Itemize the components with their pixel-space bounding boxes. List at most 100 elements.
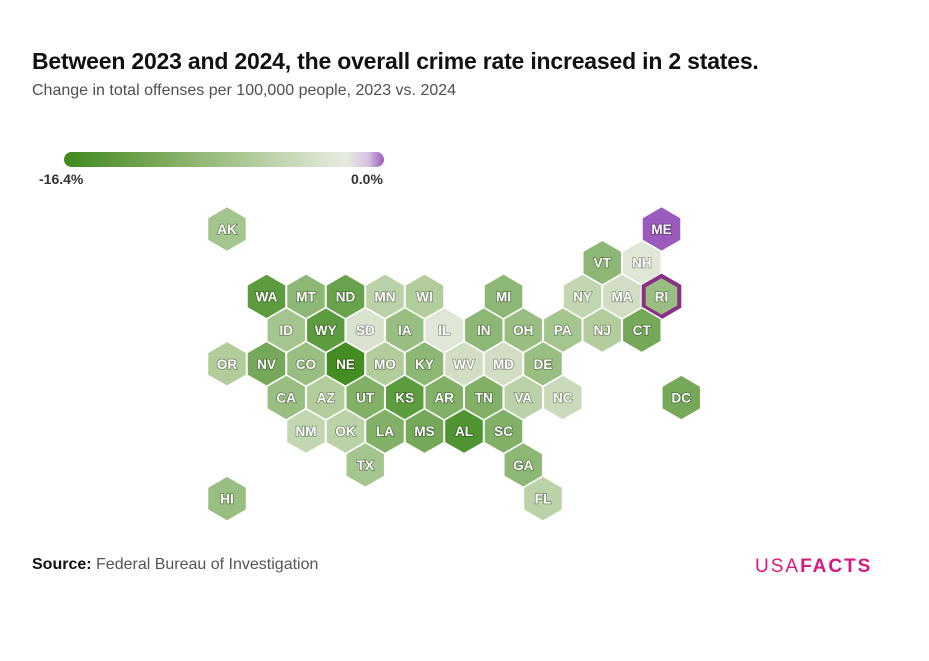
state-label: MD: [493, 357, 514, 372]
state-label: MO: [374, 357, 396, 372]
state-label: IL: [438, 323, 450, 338]
state-label: NJ: [594, 323, 611, 338]
state-hex-shape[interactable]: [345, 441, 386, 489]
state-label: TN: [475, 391, 493, 406]
logo-usa: USA: [755, 556, 801, 577]
state-label: VT: [594, 256, 612, 271]
state-label: MA: [612, 289, 633, 304]
state-hex-nh[interactable]: NH: [621, 239, 662, 287]
state-label: UT: [356, 391, 375, 406]
usafacts-logo: USAFACTS: [755, 556, 872, 578]
state-label: ME: [651, 222, 671, 237]
state-hex-shape[interactable]: [522, 475, 564, 522]
state-label: WI: [416, 289, 433, 304]
state-label: KS: [395, 391, 414, 406]
state-label: NY: [573, 289, 592, 304]
state-label: OK: [335, 424, 356, 439]
state-hex-fl[interactable]: FL: [522, 475, 564, 522]
state-label: IN: [477, 323, 491, 338]
state-label: RI: [655, 289, 669, 304]
color-legend-bar: [64, 152, 384, 167]
state-hex-wy[interactable]: WY: [305, 306, 346, 354]
state-hex-hi[interactable]: HI: [206, 475, 248, 522]
state-hex-wi[interactable]: WI: [404, 273, 445, 320]
state-label: AK: [217, 222, 237, 237]
source-note: Source: Federal Bureau of Investigation: [32, 556, 318, 574]
state-label: NE: [336, 357, 355, 372]
state-label: NC: [553, 391, 573, 406]
state-label: ND: [336, 289, 356, 304]
state-hex-mt[interactable]: MT: [285, 273, 327, 320]
state-label: NH: [632, 256, 652, 271]
state-label: CO: [296, 357, 316, 372]
state-hex-ak[interactable]: AK: [206, 205, 248, 253]
chart-subtitle: Change in total offenses per 100,000 peo…: [32, 82, 457, 99]
state-hex-ms[interactable]: MS: [404, 407, 445, 455]
state-label: GA: [513, 458, 534, 473]
state-label: WV: [453, 357, 475, 372]
state-label: MT: [296, 289, 316, 304]
state-hex-vt[interactable]: VT: [582, 239, 623, 287]
source-text: Federal Bureau of Investigation: [96, 556, 319, 573]
state-label: KY: [415, 357, 434, 372]
state-label: FL: [535, 492, 552, 507]
state-label: MN: [375, 289, 396, 304]
state-hex-shape[interactable]: [206, 205, 248, 253]
state-highlight-ring: [641, 273, 682, 320]
state-hex-la[interactable]: LA: [364, 407, 406, 455]
state-hex-shape[interactable]: [621, 306, 662, 354]
state-hex-dc[interactable]: DC: [661, 374, 702, 421]
legend-min-label: -16.4%: [39, 171, 84, 187]
state-hex-tx[interactable]: TX: [345, 441, 386, 489]
state-label: WA: [256, 289, 278, 304]
state-hex-ri[interactable]: RI: [641, 273, 682, 320]
state-hex-tn[interactable]: TN: [463, 374, 504, 421]
state-label: NV: [257, 357, 276, 372]
state-hex-mo[interactable]: MO: [364, 340, 406, 388]
state-label: LA: [376, 424, 394, 439]
source-prefix: Source:: [32, 556, 92, 573]
state-hex-mi[interactable]: MI: [483, 273, 524, 320]
state-label: SC: [494, 424, 513, 439]
legend-max-label: 0.0%: [351, 171, 383, 187]
state-hex-ky[interactable]: KY: [404, 340, 445, 388]
state-label: MI: [496, 289, 511, 304]
state-label: NM: [296, 424, 317, 439]
state-label: HI: [220, 492, 234, 507]
state-label: OH: [513, 323, 533, 338]
state-hex-shape[interactable]: [206, 475, 248, 522]
state-label: AZ: [317, 391, 335, 406]
state-hex-il[interactable]: IL: [424, 306, 465, 354]
state-hex-shape[interactable]: [542, 374, 583, 421]
state-label: WY: [315, 323, 337, 338]
state-label: CA: [277, 391, 297, 406]
state-hex-ks[interactable]: KS: [384, 374, 425, 421]
state-label: PA: [554, 323, 572, 338]
state-hex-co[interactable]: CO: [285, 340, 327, 388]
state-hex-ny[interactable]: NY: [562, 273, 603, 320]
state-hex-nc[interactable]: NC: [542, 374, 583, 421]
state-hex-or[interactable]: OR: [206, 340, 248, 388]
state-label: DC: [672, 391, 692, 406]
state-label: CT: [633, 323, 652, 338]
state-hex-mn[interactable]: MN: [364, 273, 406, 320]
state-hex-ct[interactable]: CT: [621, 306, 662, 354]
state-label: MS: [414, 424, 434, 439]
state-hex-wa[interactable]: WA: [246, 273, 287, 320]
state-label: TX: [357, 458, 374, 473]
state-label: VA: [514, 391, 532, 406]
state-hex-az[interactable]: AZ: [305, 374, 346, 421]
state-label: ID: [280, 323, 294, 338]
state-hex-nm[interactable]: NM: [285, 407, 327, 455]
logo-facts: FACTS: [800, 556, 873, 577]
state-label: IA: [398, 323, 412, 338]
state-label: AL: [455, 424, 473, 439]
state-hex-me[interactable]: ME: [641, 205, 682, 253]
state-label: AR: [435, 391, 455, 406]
state-label: DE: [534, 357, 553, 372]
state-hex-ga[interactable]: GA: [503, 441, 544, 489]
state-label: OR: [217, 357, 238, 372]
state-hex-shape[interactable]: [661, 374, 702, 421]
state-hex-in[interactable]: IN: [463, 306, 504, 354]
